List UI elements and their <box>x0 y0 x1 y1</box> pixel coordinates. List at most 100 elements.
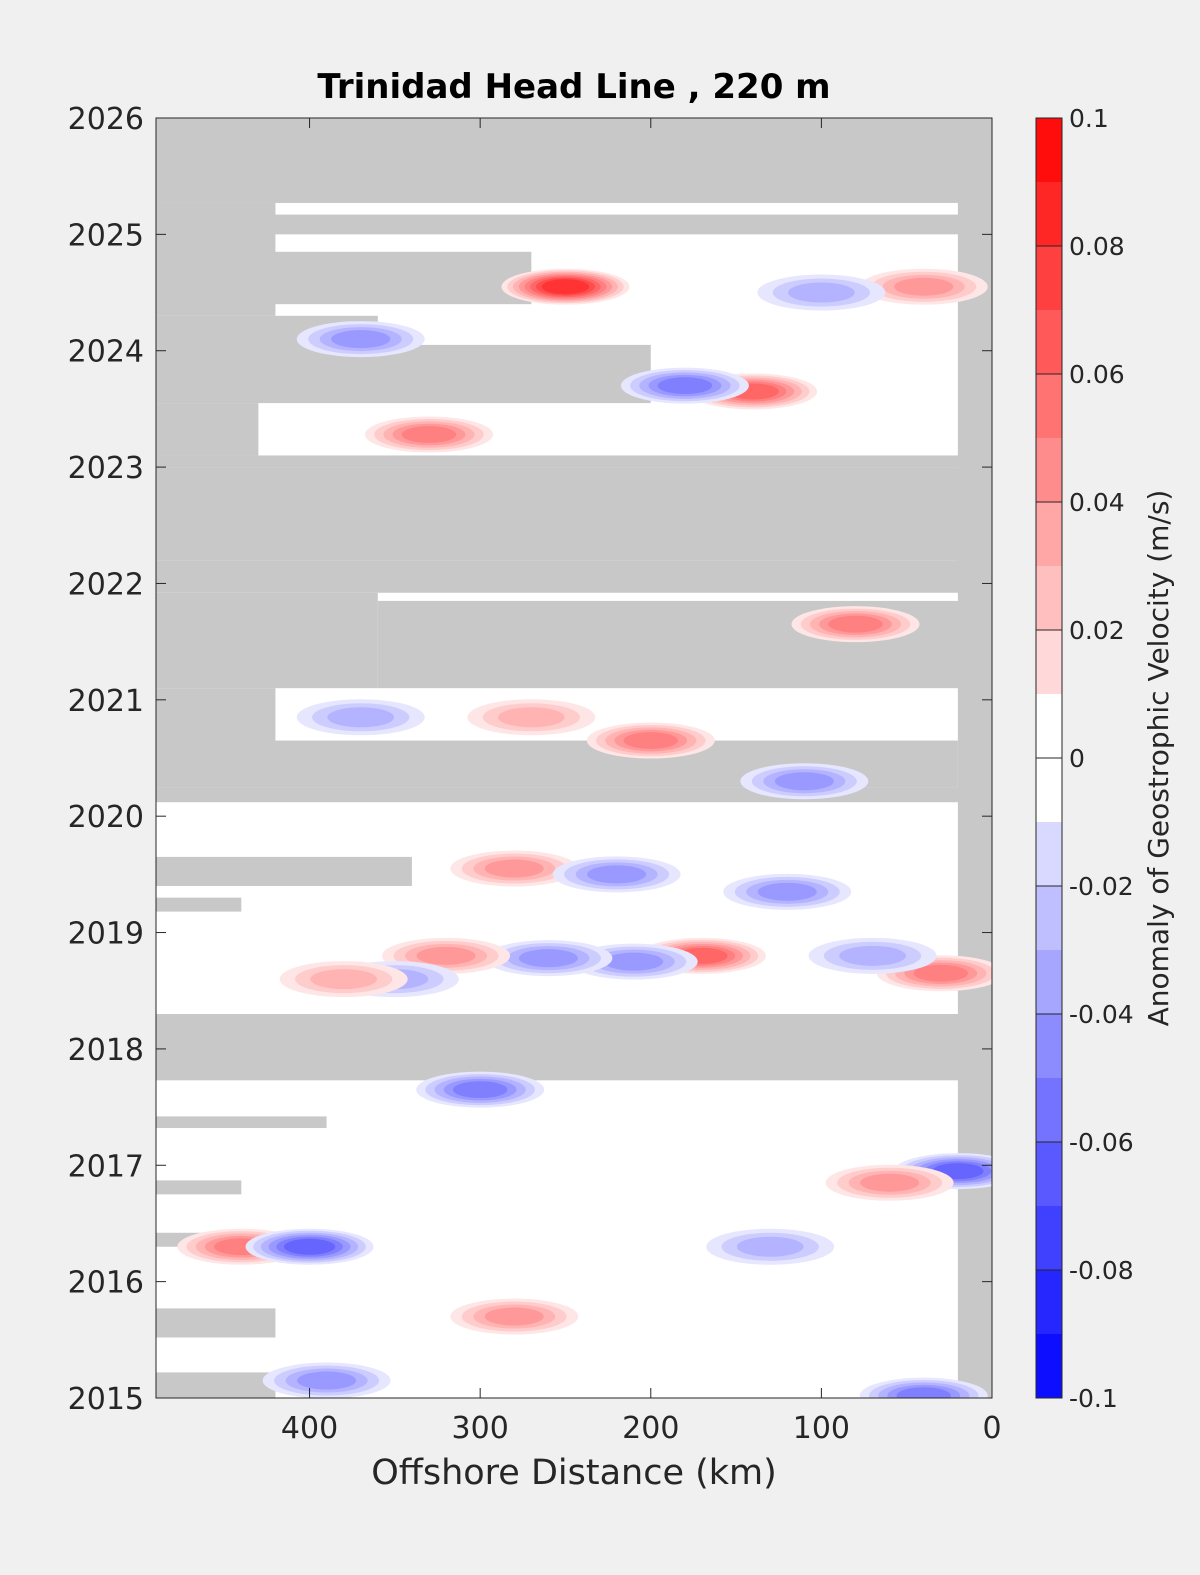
anomaly-cell <box>740 763 869 800</box>
anomaly-cell <box>416 1071 545 1108</box>
missing-data-region <box>156 897 242 912</box>
missing-data-region <box>156 688 276 747</box>
anomaly-cell <box>296 321 425 358</box>
x-tick-label: 0 <box>982 1411 1001 1446</box>
anomaly-cell <box>859 1377 988 1398</box>
missing-data-region <box>156 1180 242 1195</box>
colorbar-segment <box>1036 822 1062 886</box>
missing-data-region <box>156 787 992 803</box>
missing-data-region <box>156 455 992 468</box>
missing-data-region <box>156 1308 276 1338</box>
y-axis: 2015 2016 2017 2018 2019 2020 2021 2022 2023 2024… <box>68 102 992 1417</box>
y-tick-label: 2020 <box>68 800 144 835</box>
missing-data-region <box>156 560 992 593</box>
colorbar-tick-label: 0.02 <box>1069 616 1125 645</box>
missing-data-region <box>156 467 992 561</box>
colorbar-segment <box>1036 758 1062 822</box>
anomaly-cell <box>825 1164 954 1201</box>
colorbar-segment <box>1036 694 1062 758</box>
colorbar-segment <box>1036 1078 1062 1142</box>
anomaly-cell <box>706 1228 835 1265</box>
anomaly-cell <box>586 722 715 759</box>
colorbar-tick-label: -0.1 <box>1069 1384 1118 1413</box>
missing-data-region <box>156 344 651 404</box>
colorbar: -0.1 -0.08 -0.06 -0.04 -0.02 0 0.02 0.04 0.06 0.0… <box>1035 104 1134 1413</box>
chart-title: Trinidad Head Line , 220 m <box>317 67 830 107</box>
anomaly-cell <box>808 937 937 974</box>
y-tick-label: 2022 <box>68 567 144 602</box>
x-tick-label: 100 <box>793 1411 850 1446</box>
colorbar-segment <box>1036 246 1062 310</box>
missing-data-region <box>156 856 412 886</box>
colorbar-segment <box>1036 950 1062 1014</box>
y-tick-label: 2021 <box>68 684 144 719</box>
y-tick-label: 2026 <box>68 102 144 137</box>
colorbar-segment <box>1036 1014 1062 1078</box>
y-tick-label: 2015 <box>68 1382 144 1417</box>
colorbar-segment <box>1036 630 1062 694</box>
missing-data-region <box>156 251 532 305</box>
anomaly-cell <box>501 268 630 305</box>
plot-frame <box>155 117 993 1399</box>
y-tick-label: 2024 <box>68 335 144 370</box>
colorbar-tick-label: 0 <box>1069 744 1085 773</box>
anomaly-cell <box>791 606 920 643</box>
anomaly-cell <box>723 873 852 910</box>
colorbar-segment <box>1036 118 1062 182</box>
y-tick-label: 2016 <box>68 1266 144 1301</box>
y-tick-label: 2023 <box>68 451 144 486</box>
anomaly-cell <box>450 1298 579 1335</box>
y-tick-label: 2019 <box>68 917 144 952</box>
anomaly-cell <box>262 1362 391 1398</box>
missing-data-region <box>156 214 992 235</box>
anomaly-cell <box>757 274 886 311</box>
missing-data-region <box>156 1014 992 1081</box>
y-tick-label: 2025 <box>68 218 144 253</box>
colorbar-tick-label: -0.02 <box>1069 872 1134 901</box>
missing-data-region <box>156 1372 276 1398</box>
anomaly-cell <box>859 268 988 305</box>
y-tick-label: 2018 <box>68 1033 144 1068</box>
colorbar-tick-label: -0.06 <box>1069 1128 1134 1157</box>
colorbar-segment <box>1036 1270 1062 1334</box>
colorbar-tick-label: 0.1 <box>1069 104 1109 133</box>
missing-data-region <box>156 1116 327 1129</box>
y-tick-label: 2017 <box>68 1149 144 1184</box>
colorbar-segment <box>1036 310 1062 374</box>
x-tick-label: 200 <box>622 1411 679 1446</box>
colorbar-tick-label: 0.08 <box>1069 232 1125 261</box>
anomaly-layer <box>177 268 992 1398</box>
anomaly-cell <box>364 416 493 453</box>
colorbar-segment <box>1036 1206 1062 1270</box>
anomaly-cell <box>620 367 749 404</box>
x-tick-label: 300 <box>452 1411 509 1446</box>
x-axis: 400 300 200 100 0 <box>281 118 1002 1446</box>
missing-data-region <box>156 118 992 203</box>
anomaly-cell <box>245 1228 374 1265</box>
colorbar-segment <box>1036 1334 1062 1398</box>
anomaly-cell <box>552 856 681 893</box>
x-tick-label: 400 <box>281 1411 338 1446</box>
anomaly-cell <box>450 850 579 887</box>
missing-data-region <box>156 403 259 456</box>
x-axis-label: Offshore Distance (km) <box>371 1453 777 1493</box>
anomaly-cell <box>296 699 425 736</box>
colorbar-tick-label: -0.08 <box>1069 1256 1134 1285</box>
colorbar-segment <box>1036 374 1062 438</box>
colorbar-segment <box>1036 182 1062 246</box>
colorbar-segment <box>1036 502 1062 566</box>
anomaly-cell <box>279 961 408 998</box>
colorbar-tick-label: 0.06 <box>1069 360 1125 389</box>
colorbar-tick-label: -0.04 <box>1069 1000 1134 1029</box>
colorbar-tick-label: 0.04 <box>1069 488 1125 517</box>
missing-data-region <box>156 592 378 689</box>
colorbar-segment <box>1036 438 1062 502</box>
missing-data-region <box>957 118 992 1398</box>
colorbar-segment <box>1036 566 1062 630</box>
anomaly-cell <box>484 940 613 977</box>
colorbar-label: Anomaly of Geostrophic Velocity (m/s) <box>1142 490 1175 1027</box>
colorbar-segment <box>1036 1142 1062 1206</box>
anomaly-cell <box>467 699 596 736</box>
colorbar-segment <box>1036 886 1062 950</box>
